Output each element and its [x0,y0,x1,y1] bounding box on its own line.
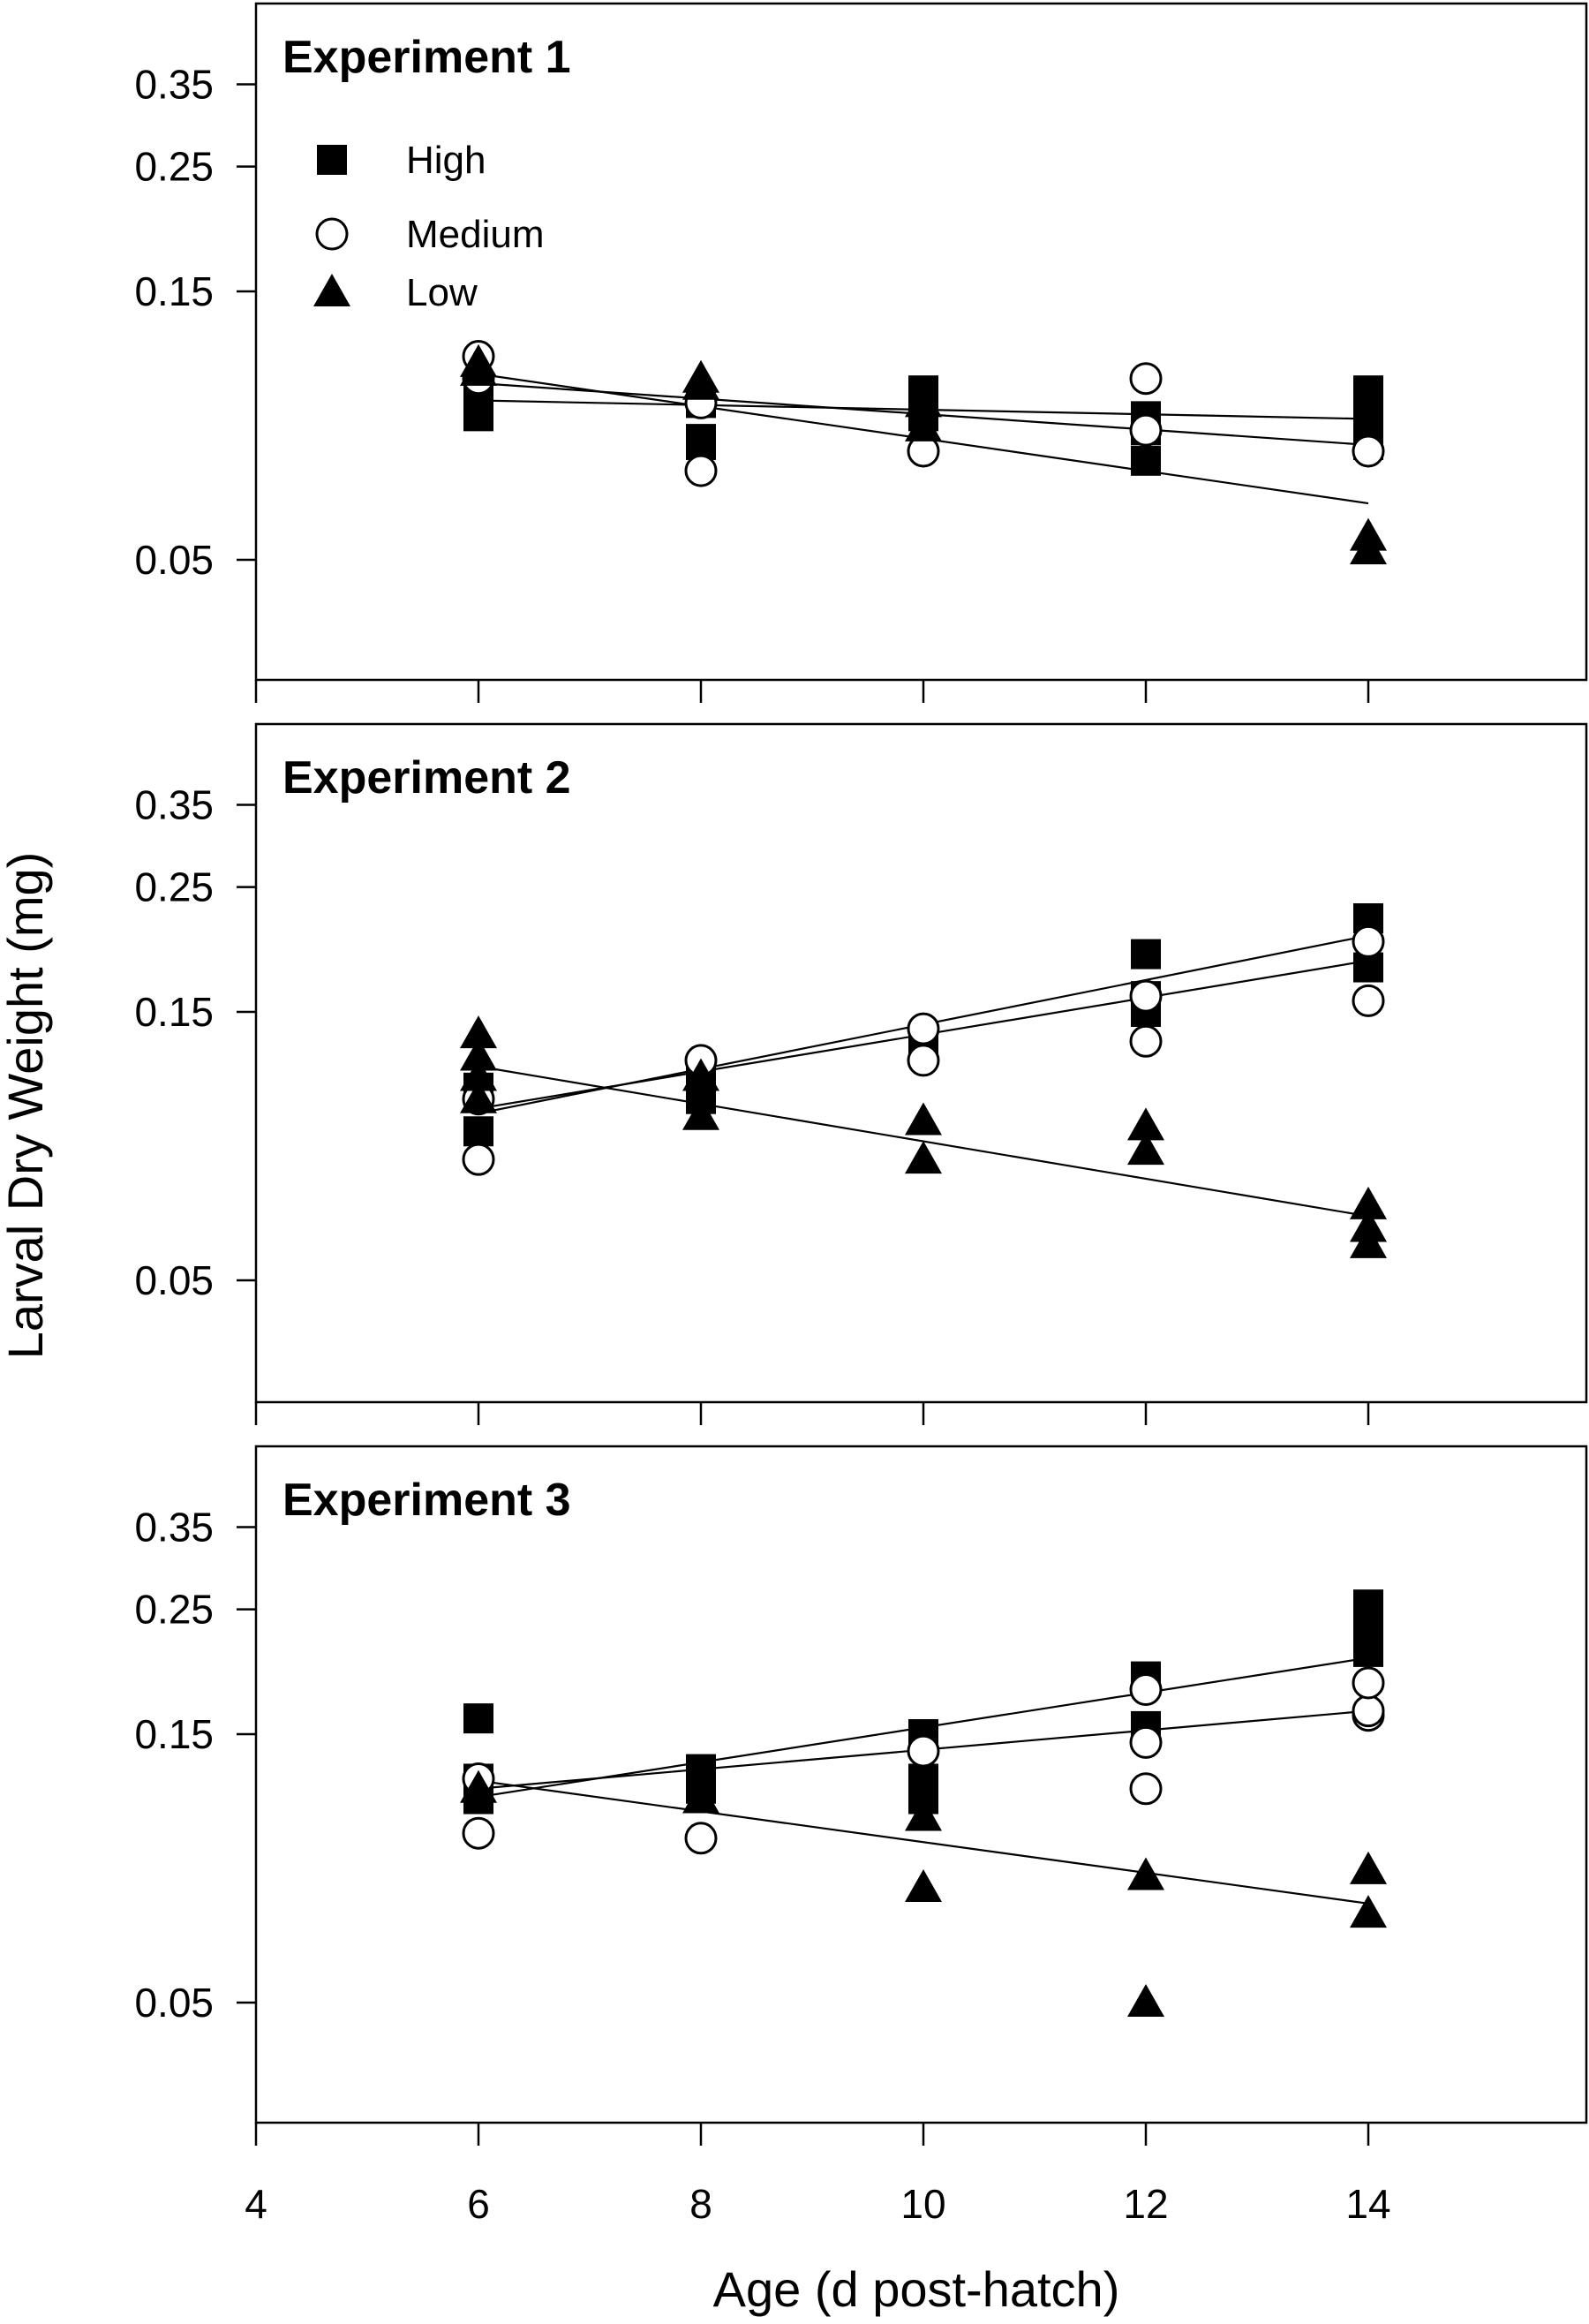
point-medium [1129,1725,1163,1759]
point-low [1350,1186,1387,1219]
point-high [1353,375,1383,406]
point-low [460,343,497,377]
point-low [905,1868,942,1902]
point-high [1131,445,1161,476]
plot-frame [254,722,1588,1404]
point-medium [1352,984,1385,1017]
point-low [1127,1107,1164,1141]
x-tick-label: 14 [1345,2181,1390,2227]
x-tick-label: 4 [245,2181,267,2227]
point-high [463,1703,493,1734]
legend-marker [317,145,347,175]
y-tick-label: 0.05 [134,537,214,583]
point-high [686,1754,716,1784]
y-tick-label: 0.15 [134,1711,214,1757]
plot-frame [254,1445,1588,2124]
point-low [682,359,719,393]
point-low [905,1141,942,1174]
x-tick-label: 6 [467,2181,490,2227]
x-tick-label: 8 [689,2181,712,2227]
point-low [682,1780,719,1814]
y-tick-label: 0.35 [134,62,214,108]
panel-title: Experiment 3 [282,1475,571,1526]
x-axis-title: Age (d post-hatch) [713,2261,1120,2317]
legend-marker [313,274,350,306]
point-low [1350,1209,1387,1242]
y-tick-label: 0.25 [134,1587,214,1633]
point-low [682,1058,719,1091]
y-tick-label: 0.35 [134,782,214,828]
point-medium [1352,924,1385,958]
panel-title: Experiment 2 [282,752,571,804]
x-tick-label: 12 [1123,2181,1168,2227]
point-medium [1129,413,1163,447]
point-low [1350,517,1387,551]
legend-marker [315,217,349,251]
point-low [905,1798,942,1831]
x-tick-label: 10 [900,2181,945,2227]
panel-2: 0.05 0.15 0.25 0.35 Experiment 2 [134,722,1588,1425]
point-medium [1129,1024,1163,1058]
point-low [1350,1895,1387,1928]
y-tick-label: 0.25 [134,144,214,190]
legend: High Medium Low [313,139,545,314]
point-low [460,1015,497,1049]
point-high [686,424,716,455]
legend-item-low: Low [313,271,478,314]
point-medium [684,454,718,487]
point-low [460,1769,497,1803]
point-high [1353,401,1383,432]
legend-item-high: High [317,139,486,182]
legend-label: Low [406,271,478,314]
point-high [1131,939,1161,970]
y-tick-label: 0.35 [134,1505,214,1551]
plot-frame [254,2,1588,682]
panel-3: 0.05 0.15 0.25 0.35 Experiment 3 [134,1445,1588,2146]
panel-1: 0.05 0.15 0.25 0.35 Experiment 1 [134,2,1588,703]
point-low [905,1102,942,1136]
point-high [463,1116,493,1147]
point-medium [907,1734,940,1768]
point-low [905,408,942,441]
point-medium [1352,1694,1385,1728]
point-low [1127,1984,1164,2017]
panels: 0.05 0.15 0.25 0.35 Experiment 1 0.05 0.15 0.25… [134,2,1588,2227]
point-medium [1129,1673,1163,1707]
point-low [1350,1851,1387,1884]
point-medium [1352,1666,1385,1700]
point-low [682,1097,719,1130]
point-medium [1129,979,1163,1013]
legend-label: High [406,139,486,182]
y-tick-label: 0.15 [134,268,214,314]
legend-item-medium: Medium [315,213,545,256]
y-axis-title: Larval Dry Weight (mg) [0,852,53,1360]
y-tick-label: 0.15 [134,989,214,1035]
point-low [905,384,942,418]
point-medium [1129,362,1163,396]
y-tick-label: 0.05 [134,1980,214,2026]
point-medium [907,1044,940,1077]
point-low [1127,1132,1164,1166]
legend-label: Medium [406,213,545,256]
point-medium [1352,434,1385,468]
point-high [908,1763,938,1794]
y-tick-label: 0.05 [134,1257,214,1303]
panel-title: Experiment 1 [282,32,571,83]
y-tick-label: 0.25 [134,864,214,910]
point-medium [1129,1772,1163,1806]
point-low [1127,1857,1164,1890]
point-low [460,1058,497,1091]
point-medium [684,1822,718,1855]
fit-line-low [478,1779,1369,1905]
point-medium [462,1816,495,1850]
point-medium [462,1143,495,1176]
point-medium [907,1012,940,1045]
point-high [1353,1589,1383,1620]
point-low [460,1038,497,1071]
point-low [460,1080,497,1113]
